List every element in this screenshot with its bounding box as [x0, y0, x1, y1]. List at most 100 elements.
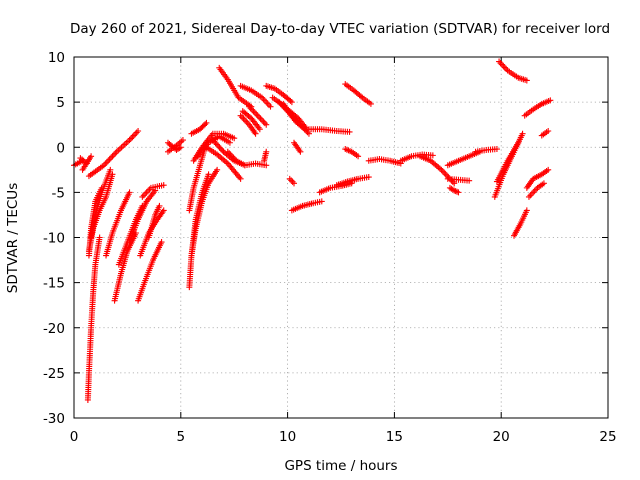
track-t60 — [538, 128, 552, 139]
data-point — [288, 99, 295, 106]
data-point — [266, 102, 273, 109]
data-point — [263, 121, 270, 128]
data-point — [205, 171, 212, 178]
y-tick-label: -10 — [43, 231, 65, 247]
data-point — [246, 114, 253, 121]
data-point — [135, 128, 142, 135]
data-point — [177, 144, 184, 151]
data-point — [519, 130, 526, 137]
track-t10 — [111, 229, 139, 304]
data-point — [441, 169, 448, 176]
data-point — [497, 60, 504, 67]
data-point — [267, 103, 274, 110]
track-t5 — [84, 234, 103, 403]
data-point — [528, 190, 535, 197]
data-point — [143, 189, 150, 196]
data-point — [455, 189, 462, 196]
track-t55 — [496, 58, 530, 84]
data-point — [252, 130, 259, 137]
data-point — [260, 96, 267, 103]
x-tick-label: 20 — [493, 429, 510, 445]
x-tick-label: 25 — [599, 429, 616, 445]
track-t28 — [224, 148, 270, 169]
data-point — [139, 193, 146, 200]
data-point — [540, 180, 547, 187]
track-t15 — [139, 182, 167, 200]
data-point — [237, 175, 244, 182]
track-t34 — [263, 82, 295, 106]
data-point — [231, 135, 238, 142]
track-t9 — [103, 189, 133, 259]
track-t30 — [237, 112, 259, 137]
track-t59 — [525, 180, 547, 200]
y-tick-label: -30 — [43, 411, 65, 427]
track-t12 — [126, 187, 159, 246]
data-point — [241, 117, 248, 124]
data-point — [466, 177, 473, 184]
data-point — [448, 177, 455, 184]
track-t13 — [135, 239, 165, 304]
data-point — [112, 150, 119, 157]
data-point — [264, 100, 271, 107]
track-t43 — [333, 174, 372, 189]
plot-frame — [73, 56, 609, 419]
track-t8 — [88, 166, 114, 241]
data-point — [523, 207, 530, 214]
chart-title: Day 260 of 2021, Sidereal Day-to-day VTE… — [70, 21, 610, 37]
x-tick-label: 0 — [70, 429, 79, 445]
data-point — [142, 190, 149, 197]
data-point — [127, 135, 134, 142]
track-t53 — [491, 130, 526, 200]
y-tick-label: 5 — [56, 95, 65, 111]
data-point — [126, 189, 133, 196]
data-point — [176, 145, 183, 152]
grid-lines — [74, 57, 608, 418]
track-t41 — [305, 126, 353, 135]
data-point — [545, 128, 552, 135]
data-point — [133, 129, 140, 136]
data-point — [439, 168, 446, 175]
data-point — [515, 139, 522, 146]
data-point — [291, 180, 298, 187]
data-point — [286, 175, 293, 182]
data-point — [493, 146, 500, 153]
track-t24 — [194, 133, 233, 160]
data-point — [145, 187, 152, 194]
data-point — [444, 172, 451, 179]
track-t54 — [493, 139, 522, 185]
data-point — [253, 111, 260, 118]
x-tick-label: 5 — [177, 429, 186, 445]
data-point — [503, 66, 510, 73]
y-tick-label: -20 — [43, 321, 65, 337]
track-t31 — [239, 108, 263, 133]
track-t58 — [523, 166, 552, 191]
x-axis-label: GPS time / hours — [284, 458, 397, 474]
data-point — [452, 188, 459, 195]
track-t45 — [342, 81, 374, 107]
data-point — [429, 152, 436, 159]
data-point — [256, 114, 263, 121]
data-point — [102, 160, 109, 167]
data-point — [217, 145, 224, 152]
track-t48 — [417, 153, 458, 187]
track-t21 — [188, 166, 221, 259]
y-tick-label: -25 — [43, 366, 65, 382]
data-point — [251, 109, 258, 116]
y-tick-label: 0 — [56, 140, 65, 156]
data-point — [454, 188, 461, 195]
data-point — [501, 64, 508, 71]
x-tick-label: 10 — [279, 429, 296, 445]
data-point — [288, 177, 295, 184]
track-t27 — [216, 64, 255, 110]
track-t32 — [246, 103, 270, 128]
data-point — [110, 151, 117, 158]
data-point — [297, 148, 304, 155]
data-point — [256, 126, 263, 133]
y-axis-label: SDTVAR / TECUs — [5, 183, 21, 293]
track-t40 — [291, 139, 304, 155]
data-point — [263, 99, 270, 106]
data-point — [346, 128, 353, 135]
data-point — [367, 100, 374, 107]
data-point — [365, 174, 372, 181]
data-point — [160, 207, 167, 214]
